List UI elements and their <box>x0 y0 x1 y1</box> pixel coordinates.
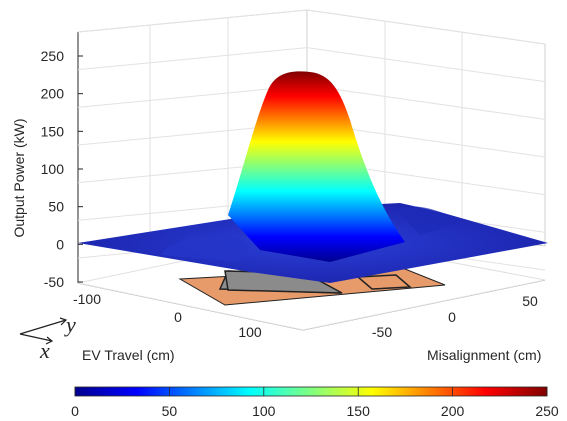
gridline <box>306 84 546 120</box>
axis-orientation-indicator <box>19 317 68 345</box>
z-tick-label: 200 <box>41 86 65 102</box>
z-tick-label: 100 <box>41 161 65 177</box>
y-tick-label: 0 <box>448 309 456 325</box>
z-tick-labels: 250 200 150 100 50 0 -50 <box>41 48 83 290</box>
colorbar-tick-label: 50 <box>162 403 178 419</box>
gridline <box>306 47 546 83</box>
x-tick-labels: -100 0 100 <box>73 291 262 340</box>
colorbar-tick-label: 200 <box>441 403 465 419</box>
x-axis-label: EV Travel (cm) <box>82 347 175 363</box>
gridline <box>77 47 308 71</box>
gridline <box>306 9 546 45</box>
surface-right-ridge <box>395 206 460 235</box>
colorbar: 0 50 100 150 200 250 <box>71 386 559 419</box>
x-tick-label: 100 <box>238 324 262 340</box>
z-tick-label: 250 <box>41 48 65 64</box>
colorbar-tick-label: 0 <box>71 403 79 419</box>
x-tick-label: -100 <box>73 291 101 307</box>
axis-indicator-x: x <box>39 338 50 363</box>
colorbar-gradient <box>74 386 548 397</box>
axis-indicator-y: y <box>64 312 76 337</box>
surface-side-bump <box>160 234 250 262</box>
colorbar-tick-label: 250 <box>535 403 559 419</box>
z-tick-label: 0 <box>56 236 64 252</box>
colorbar-tick-label: 150 <box>347 403 371 419</box>
y-tick-label: 50 <box>522 293 538 309</box>
power-surface <box>78 71 548 283</box>
z-tick-label: 50 <box>48 199 64 215</box>
y-axis-label: Misalignment (cm) <box>427 347 541 363</box>
z-tick-label: 150 <box>41 123 65 139</box>
colorbar-ticks: 0 50 100 150 200 250 <box>71 387 559 419</box>
x-tick-label: 0 <box>174 309 182 325</box>
colorbar-tick-label: 100 <box>252 403 276 419</box>
z-tick-label: -50 <box>44 274 64 290</box>
surface-peak <box>228 71 405 262</box>
y-tick-label: -50 <box>372 324 392 340</box>
y-tick-labels: -50 0 50 <box>372 293 538 340</box>
z-axis-label: Output Power (kW) <box>11 118 27 237</box>
gridline <box>77 9 308 33</box>
